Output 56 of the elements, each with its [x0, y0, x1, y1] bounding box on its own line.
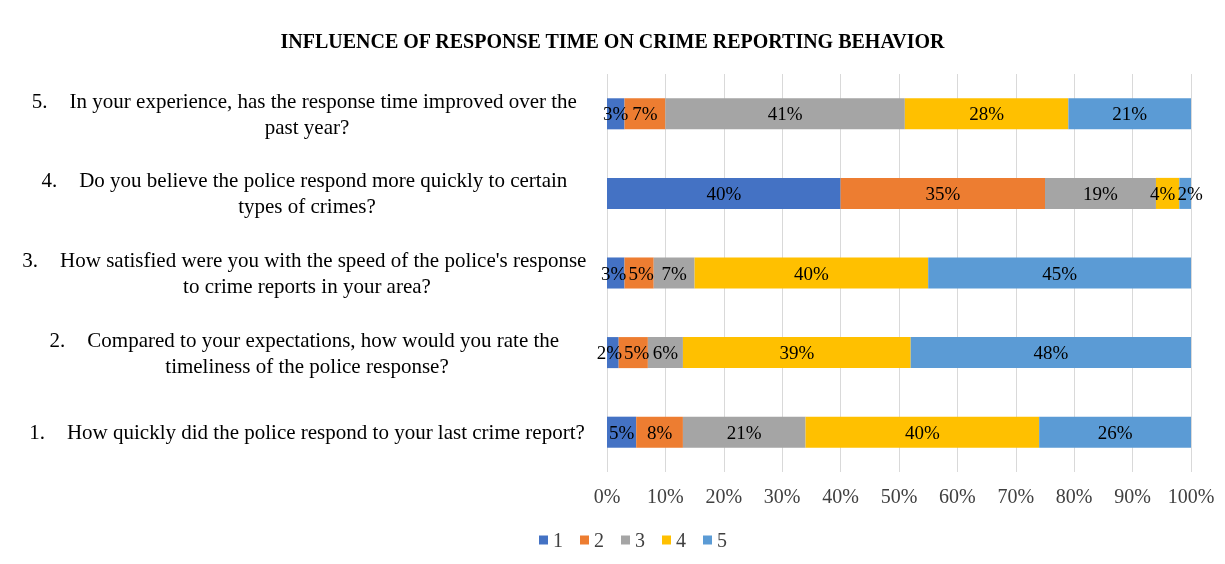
data-label: 21%	[1112, 103, 1148, 125]
data-label: 39%	[779, 342, 815, 364]
data-label: 5%	[628, 262, 654, 284]
x-tick-label: 90%	[1114, 485, 1151, 507]
bar	[1039, 416, 1191, 448]
data-label: 21%	[726, 421, 762, 443]
data-label: 40%	[793, 262, 829, 284]
data-label: 26%	[1097, 421, 1133, 443]
data-label: 19%	[1083, 182, 1119, 204]
data-label: 5%	[608, 421, 635, 443]
data-label: 45%	[1042, 262, 1078, 284]
data-label: 8%	[646, 421, 673, 443]
x-tick-label: 100%	[1167, 485, 1215, 507]
legend-label: 1	[553, 529, 563, 551]
bar	[665, 98, 905, 130]
data-label: 40%	[904, 421, 940, 443]
bar	[910, 337, 1191, 369]
y-tick-label: 2. Compared to your expectations, how would you rate the timeliness of the police response?	[49, 327, 565, 378]
x-tick-label: 80%	[1055, 485, 1093, 507]
bar	[1068, 98, 1191, 130]
data-label: 7%	[661, 262, 687, 284]
legend-label: 5	[717, 529, 727, 551]
legend-label: 3	[635, 529, 645, 551]
bar	[653, 257, 695, 289]
data-label: 6%	[652, 342, 679, 364]
y-tick-label: 1. How quickly did the police respond to your last crime report?	[29, 420, 585, 445]
chart-title: INFLUENCE OF RESPONSE TIME ON CRIME REPORTING BEHAVIOR	[280, 30, 946, 52]
x-tick-label: 0%	[593, 485, 621, 507]
y-tick-label: 5. In your experience, has the response time improved over the past year?	[31, 88, 583, 139]
data-label: 2%	[596, 342, 623, 364]
data-label: 41%	[767, 103, 803, 125]
bar	[904, 98, 1069, 130]
data-label: 5%	[624, 342, 650, 364]
bar	[805, 416, 1040, 448]
bar	[694, 257, 929, 289]
legend-label: 2	[594, 529, 604, 551]
bar	[607, 177, 841, 209]
x-tick-label: 40%	[822, 485, 859, 507]
x-tick-label: 10%	[647, 485, 684, 507]
data-label: 28%	[969, 103, 1005, 125]
data-label: 7%	[632, 103, 658, 125]
data-label: 40%	[706, 182, 742, 204]
x-tick-label: 50%	[880, 485, 918, 507]
y-tick-label: 3. How satisfied were you with the speed of the police's response to crime reports in your area?	[22, 248, 592, 298]
x-tick-label: 30%	[763, 485, 801, 507]
data-label: 48%	[1033, 342, 1069, 364]
data-label: 35%	[925, 182, 961, 204]
y-tick-label: 4. Do you believe the police respond more quickly to certain types of crimes?	[41, 168, 573, 219]
bar	[682, 416, 806, 448]
x-tick-label: 70%	[997, 485, 1035, 507]
bar	[682, 337, 911, 369]
x-tick-label: 20%	[705, 485, 743, 507]
bar	[840, 177, 1045, 209]
x-tick-label: 60%	[939, 485, 976, 507]
bar	[928, 257, 1191, 289]
legend-label: 4	[676, 529, 686, 551]
